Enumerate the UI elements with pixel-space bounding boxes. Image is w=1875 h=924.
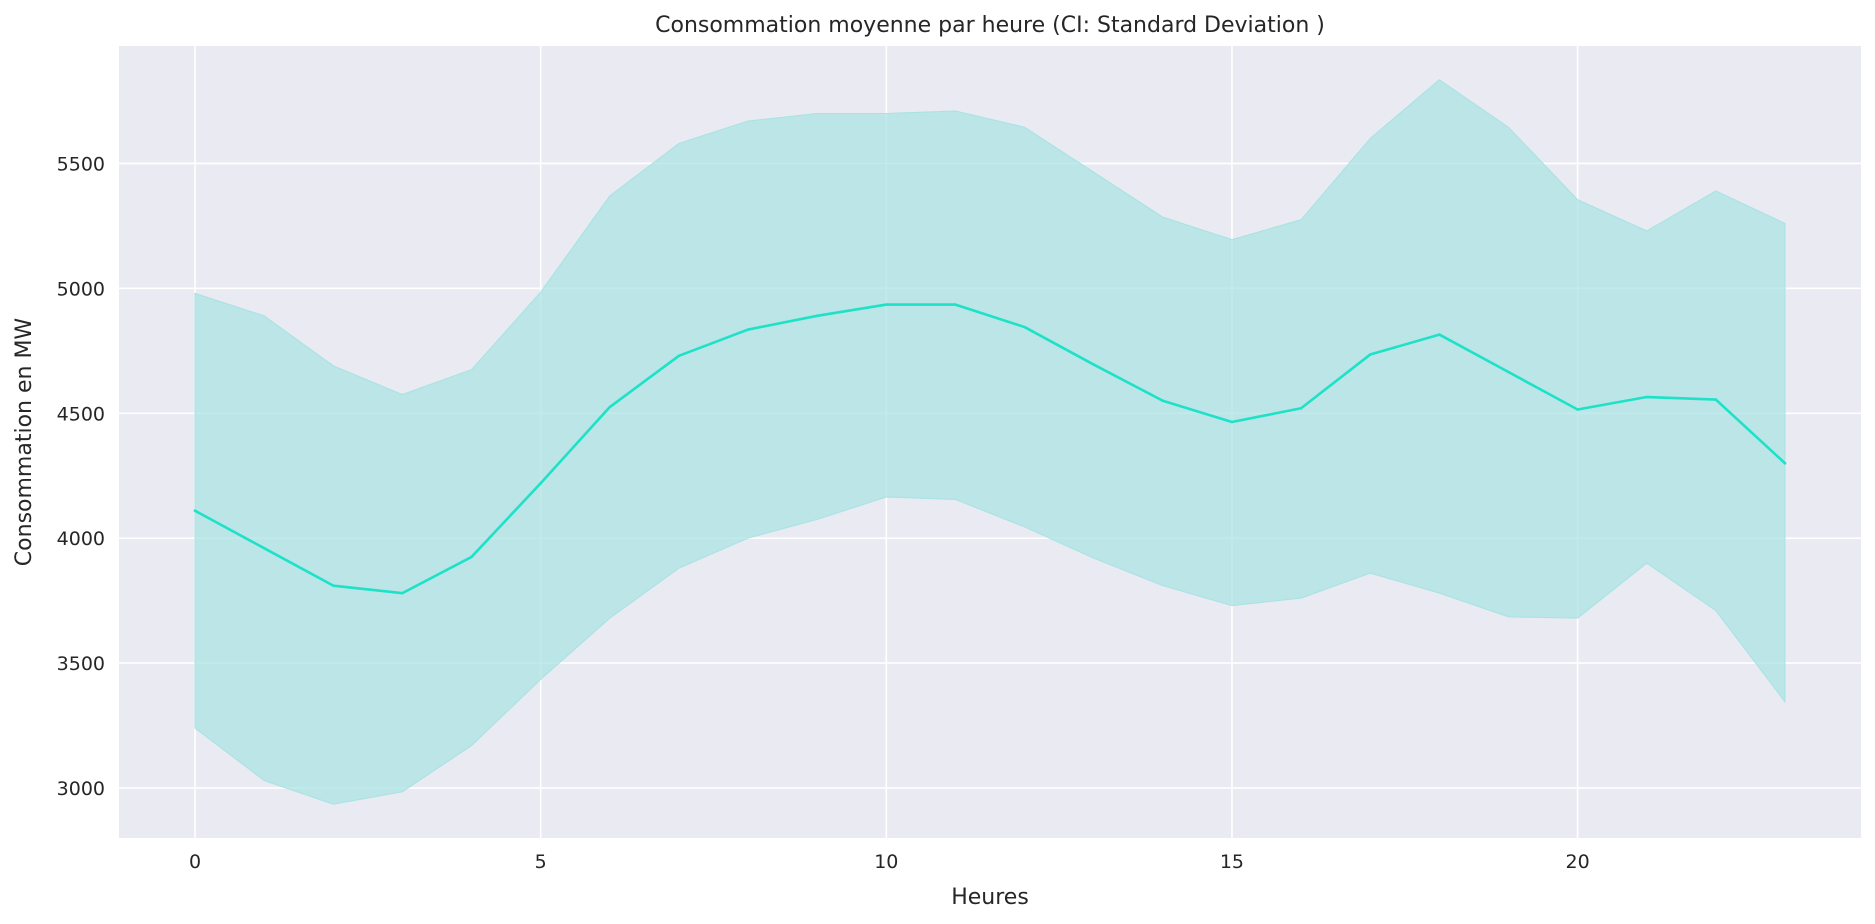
- data-point: [1507, 370, 1510, 374]
- data-point: [746, 328, 750, 331]
- data-point: [539, 481, 542, 485]
- x-tick-label: 10: [874, 851, 898, 873]
- data-point: [1576, 408, 1579, 411]
- x-tick-label: 20: [1565, 851, 1589, 873]
- data-point: [331, 584, 335, 587]
- data-point: [262, 546, 266, 550]
- data-point: [1645, 395, 1649, 399]
- x-tick-label: 15: [1220, 851, 1244, 873]
- tick-labels: 0 5 10 15 20 3000 3500 4000 4500 5000 5500: [57, 153, 1590, 873]
- y-tick-label: 5000: [57, 278, 105, 300]
- y-tick-label: 4500: [57, 403, 105, 425]
- x-tick-label: 5: [535, 851, 547, 873]
- data-point: [1299, 406, 1303, 410]
- y-tick-label: 3500: [57, 653, 105, 675]
- mean-line-layer: [193, 303, 1787, 595]
- data-point: [885, 303, 888, 306]
- y-axis-label: Consommation en MW: [12, 318, 37, 567]
- data-point: [954, 303, 957, 306]
- data-point: [193, 509, 197, 513]
- y-tick-label: 3000: [57, 778, 105, 800]
- data-point: [1230, 420, 1234, 424]
- data-point: [1161, 399, 1165, 403]
- chart-title: Consommation moyenne par heure (CI: Stan…: [655, 13, 1325, 38]
- data-point: [677, 354, 681, 358]
- mean-line: [193, 303, 1787, 595]
- confidence-band-layer: [194, 79, 1786, 805]
- data-point: [1714, 398, 1718, 401]
- y-tick-label: 4000: [57, 528, 105, 550]
- data-point: [470, 555, 473, 559]
- data-point: [1368, 353, 1372, 356]
- data-point: [1023, 325, 1026, 329]
- x-tick-label: 0: [189, 851, 201, 873]
- data-point: [1092, 363, 1095, 366]
- data-point: [608, 405, 612, 409]
- y-tick-label: 5500: [57, 153, 105, 175]
- data-point: [1438, 333, 1441, 336]
- data-point: [401, 591, 404, 595]
- x-axis-label: Heures: [951, 885, 1029, 910]
- data-point: [815, 314, 819, 318]
- data-point: [1783, 461, 1787, 465]
- confidence-band: [194, 79, 1786, 805]
